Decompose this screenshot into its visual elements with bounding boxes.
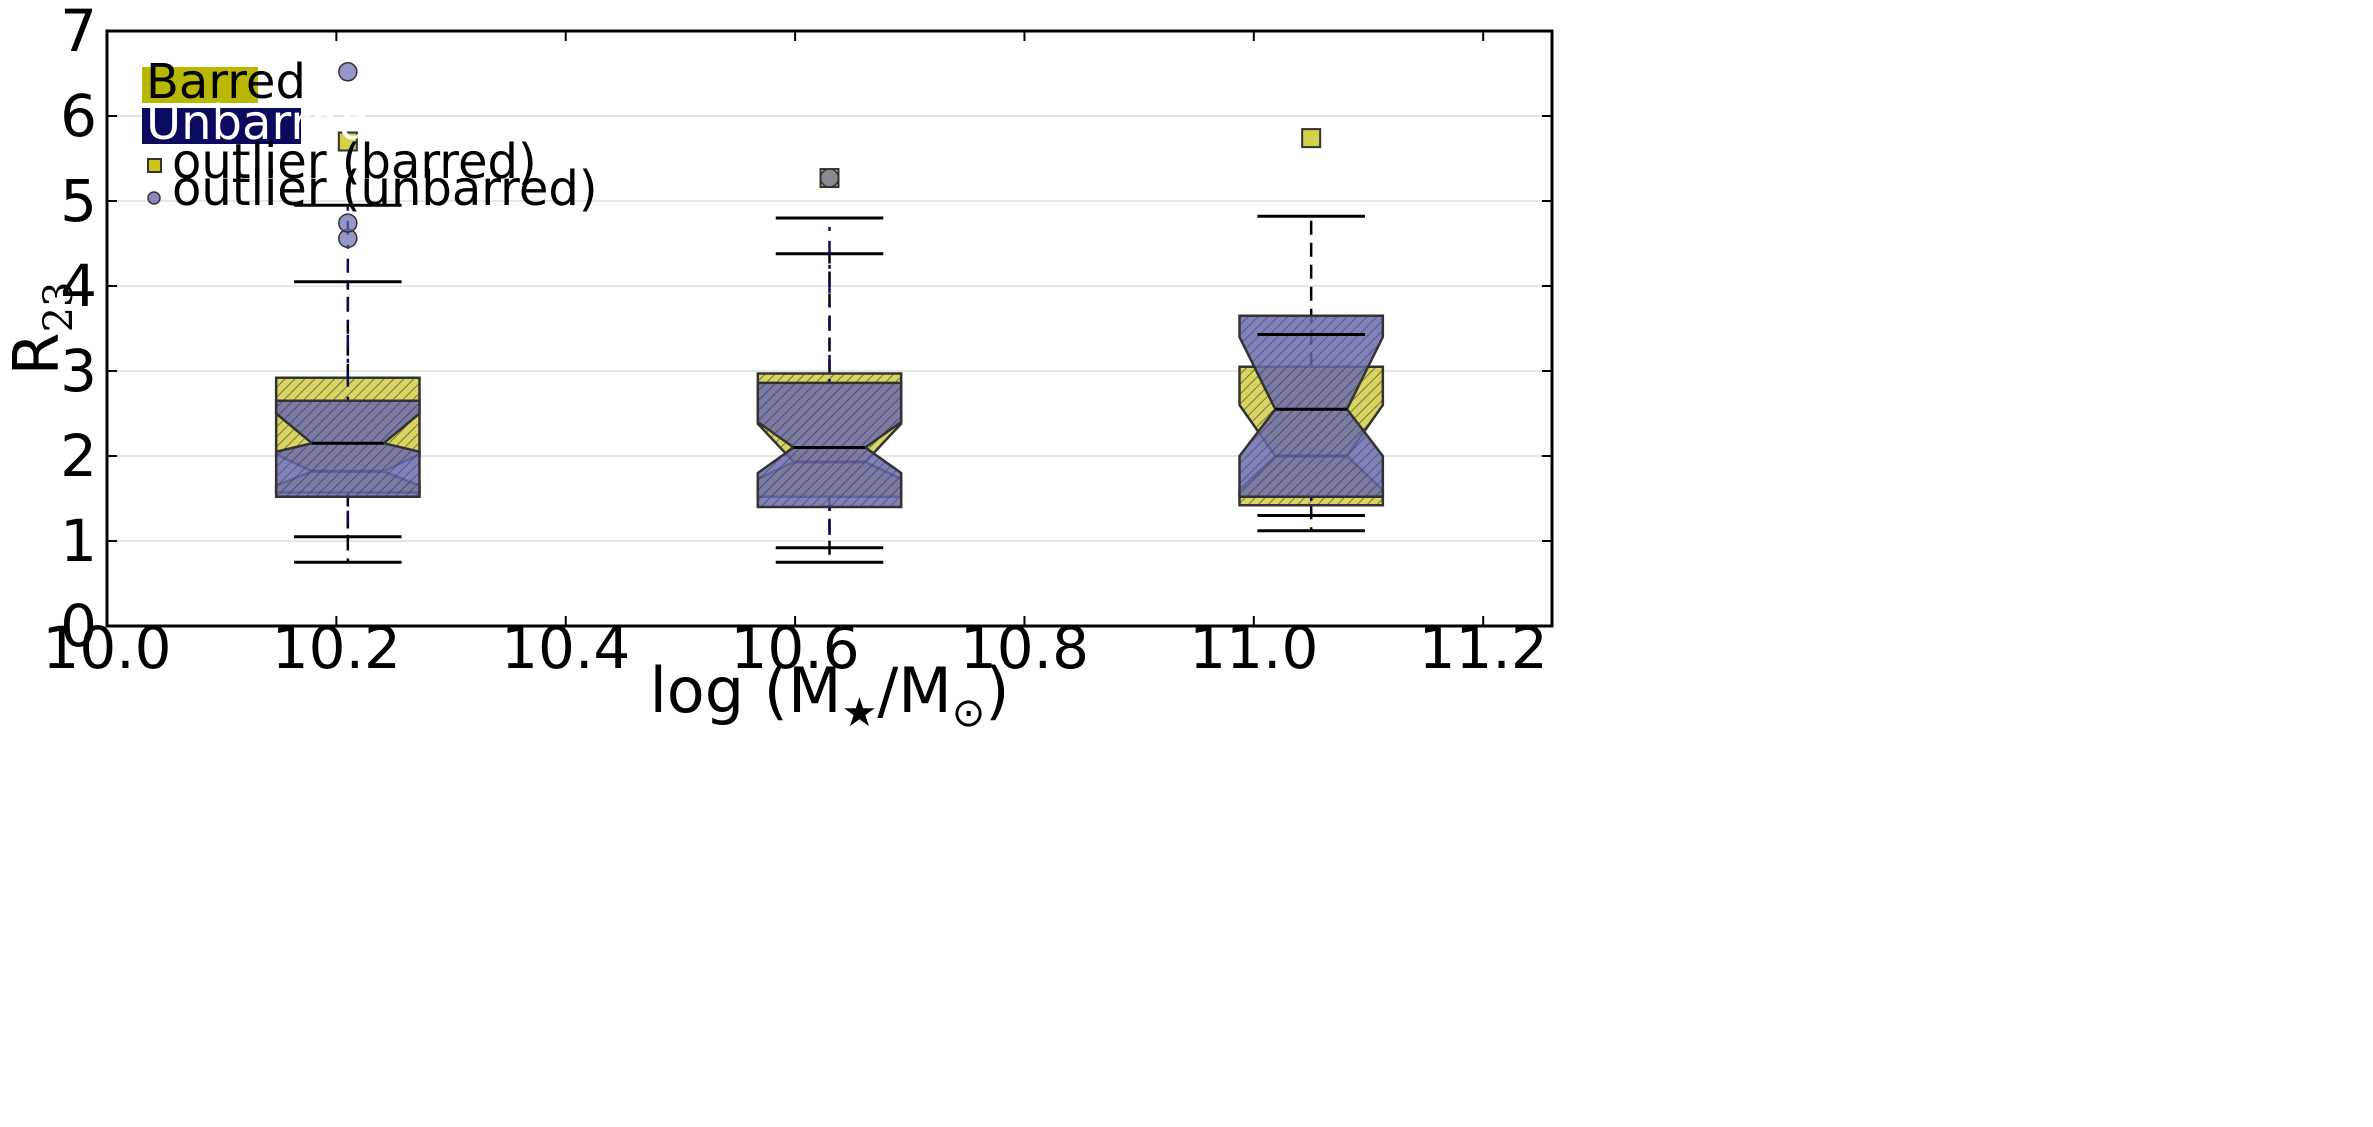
box-hatch-unbarred <box>757 382 902 507</box>
x-tick-label: 10.8 <box>960 614 1089 682</box>
outlier-unbarred-point <box>819 168 840 188</box>
y-tick-label: 3 <box>60 337 97 405</box>
y-axis-label: R23 <box>0 282 82 376</box>
outlier-barred-point <box>1301 128 1322 149</box>
legend-outlier-unbarred-label: outlier (unbarred) <box>172 161 598 217</box>
x-axis-label: log (M★/M⊙) <box>650 654 1010 736</box>
box-hatch-unbarred <box>276 400 420 497</box>
outlier-barred-point <box>337 131 358 152</box>
legend: Barred Unbarred outlier (barred) outlier… <box>142 54 598 217</box>
legend-barred-patch <box>142 67 258 103</box>
outlier-unbarred-point <box>338 213 358 233</box>
y-tick-label: 5 <box>60 167 97 235</box>
y-tick-label: 2 <box>60 422 97 490</box>
y-tick-label: 6 <box>60 82 97 150</box>
outlier-layer <box>337 62 1322 249</box>
box-hatch-unbarred <box>1239 315 1383 497</box>
legend-outlier-barred-label: outlier (barred) <box>172 134 537 190</box>
x-tick-label: 10.6 <box>731 614 860 682</box>
x-tick-label: 10.4 <box>501 614 630 682</box>
x-tick-label: 10.2 <box>272 614 401 682</box>
legend-unbarred-patch <box>142 108 301 144</box>
box-layer <box>274 203 1385 564</box>
plot-frame <box>105 29 1554 628</box>
legend-barred-label: Barred <box>146 54 306 110</box>
x-tick-label: 11.2 <box>1419 614 1548 682</box>
legend-unbarred-label: Unbarred <box>146 95 369 151</box>
y-tick-label: 0 <box>60 592 97 660</box>
x-tick-label: 11.0 <box>1189 614 1318 682</box>
y-tick-label: 7 <box>60 0 97 65</box>
y-tick-label: 4 <box>60 252 97 320</box>
y-tick-label: 1 <box>60 507 97 575</box>
legend-outlier-unbarred-marker <box>147 191 161 205</box>
outlier-unbarred-point <box>338 62 358 82</box>
legend-outlier-barred-marker <box>147 158 162 173</box>
